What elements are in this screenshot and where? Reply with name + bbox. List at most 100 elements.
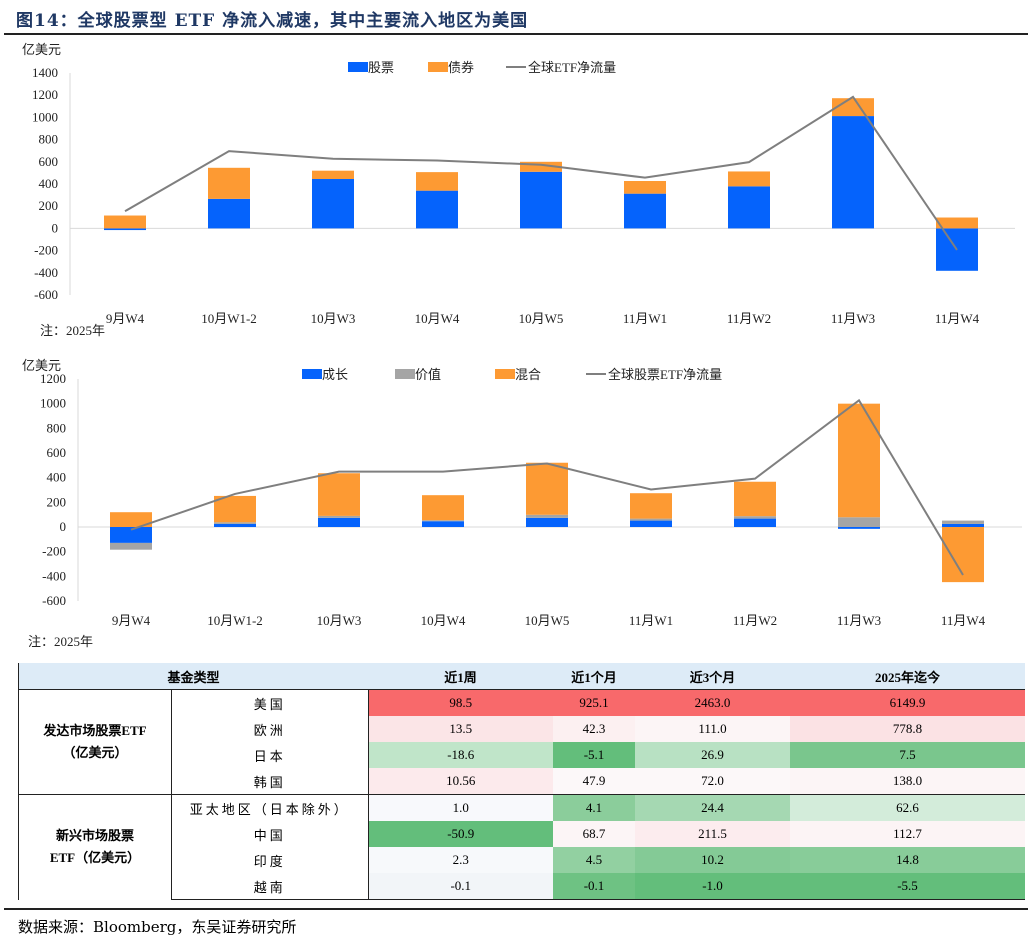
y-axis-unit: 亿美元 (22, 358, 61, 373)
x-tick-label: 11月W2 (733, 613, 777, 628)
x-tick-label: 11月W4 (941, 613, 986, 628)
y-tick-label: 800 (39, 132, 59, 147)
bar-混合 (110, 512, 152, 527)
x-tick-label: 10月W5 (525, 613, 570, 628)
bar-股票 (208, 198, 250, 229)
x-tick-label: 11月W1 (629, 613, 673, 628)
bar-成长 (838, 527, 880, 529)
source-note: 数据来源：Bloomberg，东吴证券研究所 (18, 918, 297, 936)
column-header: 近1周 (368, 663, 553, 690)
region-cell: 欧洲 (171, 716, 369, 742)
bar-混合 (526, 462, 568, 515)
x-tick-label: 11月W4 (935, 311, 980, 326)
value-cell: 10.56 (368, 768, 553, 795)
x-tick-label: 10月W5 (519, 311, 564, 326)
legend-swatch (395, 369, 415, 379)
legend-swatch (428, 62, 448, 72)
value-cell: 2.3 (368, 847, 553, 873)
value-cell: 68.7 (553, 821, 635, 847)
y-tick-label: 1200 (32, 87, 58, 102)
bar-成长 (942, 523, 984, 527)
bar-股票 (104, 228, 146, 231)
line-全球股票ETF净流量 (130, 398, 964, 576)
value-cell: -18.6 (368, 742, 553, 768)
x-tick-label: 10月W3 (311, 311, 356, 326)
chart-etf-flows: 亿美元 -600 -400 -200 0 200 400 600 800 1000 1200 1400… (22, 42, 1015, 338)
x-tick-label: 11月W2 (727, 311, 771, 326)
bar-股票 (832, 116, 874, 229)
legend-label: 全球股票ETF净流量 (608, 367, 722, 382)
bar-价值 (630, 518, 672, 521)
region-cell: 美国 (171, 689, 369, 716)
bar-混合 (318, 473, 360, 516)
region-cell: 韩国 (171, 768, 369, 795)
y-tick-label: 1000 (40, 396, 66, 411)
table-row: 日本 -18.6 -5.1 26.9 7.5 (19, 742, 1025, 768)
bar-债券 (520, 161, 562, 172)
legend-label: 价值 (415, 367, 441, 382)
bar-价值 (942, 520, 984, 524)
region-cell: 越南 (171, 873, 369, 900)
y-tick-label: 200 (39, 198, 59, 213)
column-header: 近1个月 (553, 663, 635, 690)
bar-债券 (936, 217, 978, 229)
bar-债券 (416, 172, 458, 191)
bar-成长 (526, 517, 568, 527)
legend-label: 债券 (448, 60, 474, 75)
legend-label: 成长 (322, 367, 348, 382)
y-tick-label: -600 (42, 593, 66, 608)
region-cell: 日本 (171, 742, 369, 768)
y-tick-label: 0 (52, 220, 59, 235)
value-cell: 6149.9 (790, 689, 1025, 716)
column-header: 2025年迄今 (790, 663, 1025, 690)
bar-债券 (728, 171, 770, 187)
value-cell: -5.1 (553, 742, 635, 768)
legend-swatch (348, 62, 368, 72)
value-cell: 42.3 (553, 716, 635, 742)
x-tick-label: 11月W1 (623, 311, 667, 326)
bar-债券 (104, 215, 146, 229)
bar-价值 (422, 520, 464, 522)
group-label: 发达市场股票ETF （亿美元） (18, 689, 172, 795)
table-row: 欧洲 13.5 42.3 111.0 778.8 (19, 716, 1025, 742)
y-axis-unit: 亿美元 (22, 42, 61, 57)
value-cell: 138.0 (790, 768, 1025, 795)
value-cell: 211.5 (635, 821, 790, 847)
value-cell: -0.1 (368, 873, 553, 900)
x-tick-label: 9月W4 (106, 311, 145, 326)
bar-价值 (318, 515, 360, 518)
legend-label: 全球ETF净流量 (528, 60, 616, 75)
legend-label: 股票 (368, 60, 394, 75)
y-tick-label: 0 (60, 519, 67, 534)
table-row: 越南 -0.1 -0.1 -1.0 -5.5 (19, 873, 1025, 900)
x-tick-label: 9月W4 (112, 613, 151, 628)
title-rule (4, 33, 1028, 35)
y-tick-label: 200 (47, 494, 67, 509)
y-tick-label: -400 (34, 265, 58, 280)
value-cell: 4.1 (553, 794, 635, 821)
value-cell: 62.6 (790, 794, 1025, 821)
value-cell: 7.5 (790, 742, 1025, 768)
chart-note: 注：2025年 (28, 634, 93, 649)
x-tick-label: 10月W4 (415, 311, 460, 326)
value-cell: 72.0 (635, 768, 790, 795)
y-tick-label: -200 (34, 243, 58, 258)
bar-成长 (422, 521, 464, 527)
bar-股票 (520, 171, 562, 229)
table-row: 中国 -50.9 68.7 211.5 112.7 (19, 821, 1025, 847)
group-label-line: （亿美元） (62, 745, 128, 760)
value-cell: -5.5 (790, 873, 1025, 900)
bar-混合 (734, 481, 776, 517)
value-cell: 925.1 (553, 689, 635, 716)
y-tick-label: 400 (39, 176, 59, 191)
chart-note: 注：2025年 (40, 323, 105, 338)
bottom-rule (4, 908, 1028, 910)
y-tick-label: -200 (42, 544, 66, 559)
y-tick-label: 1400 (32, 65, 58, 80)
value-cell: 14.8 (790, 847, 1025, 873)
value-cell: 10.2 (635, 847, 790, 873)
x-tick-label: 11月W3 (837, 613, 881, 628)
bar-混合 (630, 493, 672, 519)
group-label: 新兴市场股票 ETF（亿美元） (18, 794, 172, 900)
value-cell: -1.0 (635, 873, 790, 900)
